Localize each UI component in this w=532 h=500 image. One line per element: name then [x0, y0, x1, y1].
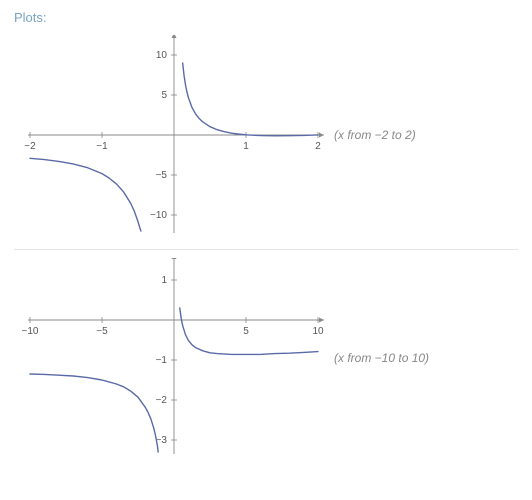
plot-chart-0: xy−2−112−10−5510 — [14, 35, 324, 235]
svg-text:2: 2 — [315, 141, 321, 152]
plot-chart-1: xy−10−5510−3−2−11 — [14, 258, 324, 458]
svg-text:−5: −5 — [156, 170, 168, 181]
svg-text:1: 1 — [243, 141, 249, 152]
svg-text:−5: −5 — [96, 326, 108, 337]
plot-block-0: xy−2−112−10−5510 (x from −2 to 2) — [0, 31, 532, 245]
svg-text:10: 10 — [156, 50, 168, 61]
plots-label: Plots: — [14, 10, 47, 25]
svg-text:5: 5 — [161, 90, 167, 101]
plot-caption-1: (x from −10 to 10) — [334, 351, 429, 365]
svg-text:5: 5 — [243, 326, 249, 337]
svg-text:−2: −2 — [24, 141, 36, 152]
svg-text:−10: −10 — [150, 210, 167, 221]
svg-text:−1: −1 — [156, 355, 168, 366]
divider — [14, 249, 518, 250]
svg-text:−1: −1 — [96, 141, 108, 152]
svg-text:−2: −2 — [156, 395, 168, 406]
plot-block-1: xy−10−5510−3−2−11 (x from −10 to 10) — [0, 254, 532, 468]
svg-text:10: 10 — [312, 326, 324, 337]
plots-header: Plots: — [0, 0, 532, 31]
plot-caption-0: (x from −2 to 2) — [334, 128, 416, 142]
svg-text:−10: −10 — [22, 326, 39, 337]
svg-text:1: 1 — [161, 275, 167, 286]
